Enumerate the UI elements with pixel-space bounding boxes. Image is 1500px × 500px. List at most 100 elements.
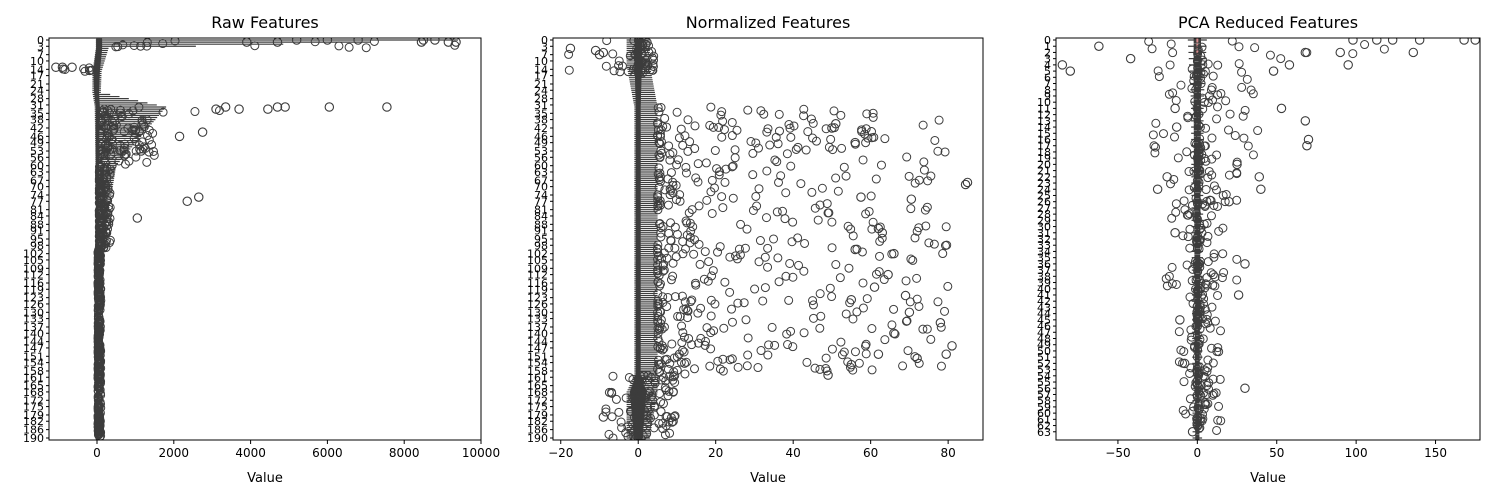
outlier-point [848,365,858,375]
outlier-point [1200,201,1210,211]
outlier-point [930,135,940,145]
outlier-point [1243,141,1253,151]
outlier-point [666,275,676,285]
outlier-point [1168,48,1178,58]
outlier-point [833,186,843,196]
outlier-point [688,222,698,232]
outlier-point [634,403,644,413]
outlier-point [656,103,666,113]
y-tick-label: 49 [534,137,548,150]
outlier-point [773,139,783,149]
outlier-point [887,320,897,330]
y-tick-label: 126 [23,298,44,311]
box [635,143,641,147]
outlier-point [614,61,624,71]
outlier-point [1191,208,1201,218]
outlier-point [941,349,951,359]
outlier-point [653,277,663,287]
outlier-point [95,347,105,357]
outlier-point [1209,249,1219,259]
outlier-point [1208,71,1218,81]
outlier-point [810,363,820,373]
outlier-point [263,104,273,114]
outlier-point [1191,193,1201,203]
outlier-point [799,328,809,338]
box [635,95,641,98]
y-tick-label: 186 [23,424,44,437]
box [635,204,641,207]
outlier-point [714,170,724,180]
outlier-point [721,164,731,174]
outlier-point [683,313,693,323]
outlier-point [1202,218,1212,228]
outlier-point [839,162,849,172]
y-tick-label: 147 [527,342,548,355]
outlier-point [100,114,110,124]
box [635,306,641,310]
outlier-point [1167,279,1177,289]
outlier-point [1193,305,1203,315]
x-tick-label: 0 [634,446,642,460]
outlier-point [614,56,624,66]
outlier-point [681,216,691,226]
box [94,61,101,65]
y-tick-label: 53 [534,145,548,158]
y-tick-label: 38 [534,114,548,127]
x-axis-label: Value [1250,471,1286,486]
outlier-point [691,280,701,290]
outlier-point [767,322,777,332]
outlier-point [80,66,90,76]
y-tick-label: 119 [23,283,44,296]
outlier-point [686,226,696,236]
y-tick-label: 17 [30,70,44,83]
outlier-point [647,65,657,75]
y-tick-label: 56 [534,151,548,164]
x-tick-label: 100 [1345,446,1368,460]
outlier-point [1198,69,1208,79]
outlier-point [1221,96,1231,106]
outlier-point [1414,38,1425,45]
outlier-point [846,359,857,370]
outlier-point [670,243,680,253]
outlier-point [94,317,104,327]
y-tick-label: 40 [1037,283,1051,296]
outlier-point [1254,172,1265,182]
outlier-point [710,146,720,156]
outlier-point [760,283,770,293]
outlier-point [687,295,697,305]
outlier-point [1185,209,1195,219]
y-tick-label: 140 [23,327,44,340]
x-tick-label: 0 [1194,446,1202,460]
box [95,105,100,109]
box [635,197,641,201]
outlier-point [836,337,846,347]
outlier-point [743,105,753,115]
outlier-point [97,200,107,210]
box [635,99,641,103]
boxes-group [1057,38,1480,440]
outlier-point [1209,389,1219,399]
outlier-point [111,42,121,52]
y-tick-label: 165 [23,380,44,393]
outlier-point [93,281,103,291]
y-tick-label: 98 [30,239,44,252]
y-tick-label: 0 [37,34,44,47]
y-tick-label: 84 [534,210,548,223]
outlier-point [713,356,723,366]
y-tick-label: 24 [534,84,548,97]
outlier-point [653,265,663,275]
outlier-point [102,214,112,224]
outlier-point [636,396,646,406]
box [635,292,641,295]
outlier-point [912,226,922,236]
outlier-point [1158,129,1168,139]
outlier-point [127,126,137,136]
outlier-point [706,311,716,321]
outlier-point [361,43,371,53]
outlier-point [1200,141,1210,151]
outlier-point [138,144,148,154]
outlier-point [1166,39,1176,49]
y-tick-label: 74 [30,189,44,202]
box [635,338,641,341]
outlier-point [708,266,718,276]
